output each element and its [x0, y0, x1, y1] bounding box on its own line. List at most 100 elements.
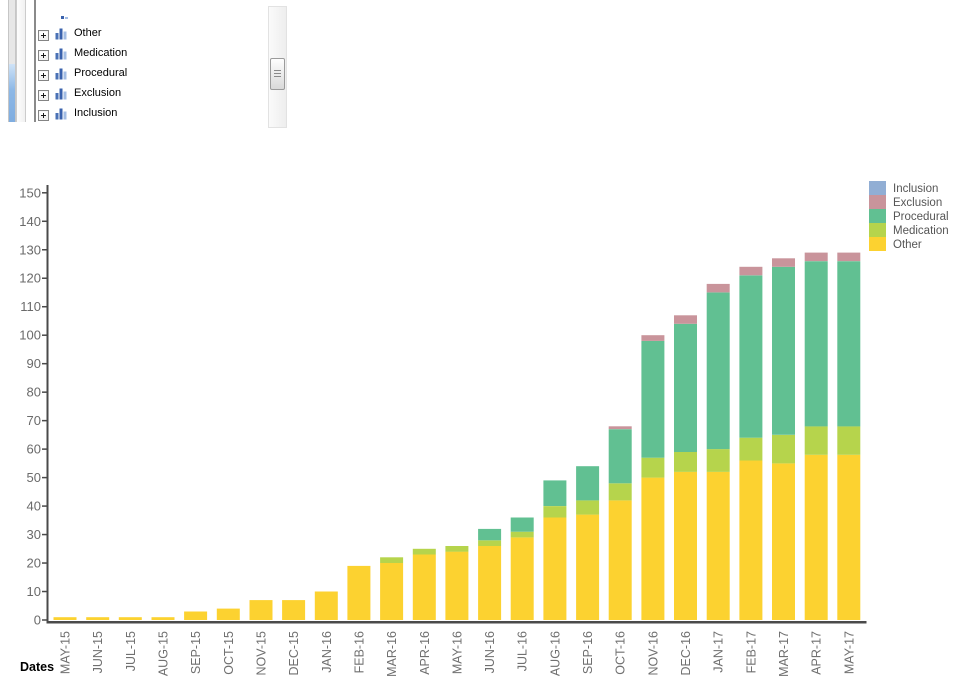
y-axis-line	[46, 185, 49, 623]
bar-segment-exclusion[interactable]	[608, 426, 632, 430]
bar-segment-exclusion[interactable]	[772, 258, 795, 267]
bar-segment-other[interactable]	[314, 591, 338, 621]
bar-segment-procedural[interactable]	[837, 261, 861, 427]
bar-segment-medication[interactable]	[641, 457, 665, 478]
bar-segment-exclusion[interactable]	[837, 252, 861, 262]
bar-segment-other[interactable]	[478, 546, 502, 620]
bar-segment-other[interactable]	[576, 514, 600, 620]
y-tick-label: 30	[27, 527, 41, 542]
y-tick-label: 120	[19, 271, 41, 286]
tree-item-label: Exclusion	[74, 87, 122, 99]
bar-segment-medication[interactable]	[478, 540, 502, 546]
bar-segment-other[interactable]	[380, 563, 404, 620]
bar-segment-medication[interactable]	[674, 452, 697, 472]
bar-segment-exclusion[interactable]	[641, 335, 665, 341]
tree-item-medication[interactable]: Medication	[36, 43, 127, 63]
bar-segment-other[interactable]	[151, 617, 175, 620]
bar-segment-exclusion[interactable]	[739, 266, 763, 276]
tree-item-exclusion[interactable]: Exclusion	[36, 83, 127, 103]
y-tick-label: 130	[19, 242, 41, 257]
bar-segment-medication[interactable]	[706, 449, 730, 472]
bar-segment-exclusion[interactable]	[804, 252, 828, 262]
bar-segment-procedural[interactable]	[706, 292, 730, 450]
grip-lines-icon	[274, 70, 281, 71]
y-tick-mark	[42, 476, 47, 479]
bar-segment-procedural[interactable]	[608, 429, 632, 484]
bar-segment-other[interactable]	[641, 477, 665, 620]
bar-segment-other[interactable]	[249, 600, 273, 620]
y-tick-mark	[42, 305, 47, 308]
vertical-scrollbar[interactable]	[268, 6, 287, 128]
tree-item-label: Medication	[74, 47, 128, 59]
bar-segment-other[interactable]	[412, 554, 436, 621]
bar-segment-other[interactable]	[347, 565, 371, 620]
bar-segment-procedural[interactable]	[804, 261, 828, 427]
x-tick-label: MAY-15	[59, 631, 73, 674]
y-tick-mark	[42, 562, 47, 564]
bar-segment-other[interactable]	[282, 600, 306, 620]
bar-segment-procedural[interactable]	[478, 528, 502, 541]
bar-segment-procedural[interactable]	[674, 323, 697, 452]
bar-segment-medication[interactable]	[804, 426, 828, 455]
bar-segment-other[interactable]	[706, 471, 730, 620]
bar-segment-other[interactable]	[86, 617, 110, 620]
plus-expander-icon[interactable]	[38, 48, 49, 61]
bar-segment-procedural[interactable]	[641, 340, 665, 458]
bar-segment-procedural[interactable]	[772, 266, 795, 435]
y-tick-mark	[42, 391, 47, 393]
bar-segment-exclusion[interactable]	[674, 315, 697, 324]
bar-segment-procedural[interactable]	[543, 480, 567, 506]
bar-segment-medication[interactable]	[543, 506, 567, 518]
bar-segment-medication[interactable]	[837, 426, 861, 455]
tree-panel-scrollbar[interactable]	[8, 0, 16, 122]
bar-segment-procedural[interactable]	[510, 517, 534, 532]
tree-item-other[interactable]: Other	[36, 23, 127, 43]
tree-item-procedural[interactable]: Procedural	[36, 63, 127, 83]
x-tick-label: JUL-15	[124, 631, 138, 671]
tree-item-inclusion[interactable]: Inclusion	[36, 103, 127, 123]
bar-segment-other[interactable]	[674, 471, 697, 620]
bar-segment-procedural[interactable]	[576, 466, 600, 501]
bar-segment-exclusion[interactable]	[706, 283, 730, 293]
bar-segment-medication[interactable]	[576, 500, 600, 515]
plus-expander-icon[interactable]	[38, 68, 49, 81]
bar-segment-other[interactable]	[184, 611, 208, 621]
x-tick-label: JUN-15	[91, 631, 105, 673]
bar-segment-medication[interactable]	[739, 437, 763, 461]
bar-segment-medication[interactable]	[445, 546, 469, 552]
tree-panel-scrollbar-thumb[interactable]	[9, 64, 15, 122]
bar-segment-medication[interactable]	[772, 434, 795, 464]
bar-segment-other[interactable]	[543, 517, 567, 621]
bar-segment-other[interactable]	[772, 463, 795, 620]
bar-segment-other[interactable]	[53, 617, 77, 620]
plus-expander-icon[interactable]	[38, 88, 49, 101]
x-tick-label: APR-16	[418, 631, 432, 675]
y-tick-label: 70	[27, 413, 41, 428]
plus-expander-icon[interactable]	[38, 28, 49, 41]
bar-segment-other[interactable]	[804, 454, 828, 620]
bar-segment-other[interactable]	[445, 551, 469, 620]
y-tick-mark	[42, 362, 47, 365]
splitter-track[interactable]	[16, 0, 26, 122]
x-tick-label: MAR-17	[777, 631, 791, 677]
vertical-scrollbar-thumb[interactable]	[270, 58, 285, 90]
legend-label: Inclusion	[893, 183, 938, 195]
bar-segment-medication[interactable]	[380, 557, 404, 563]
bar-segment-procedural[interactable]	[739, 275, 763, 438]
bar-segment-other[interactable]	[608, 500, 632, 620]
bar-segment-medication[interactable]	[510, 531, 534, 538]
bar-segment-medication[interactable]	[412, 548, 436, 555]
bar-segment-other[interactable]	[118, 617, 142, 620]
plus-expander-icon[interactable]	[38, 108, 49, 121]
bar-segment-other[interactable]	[837, 454, 861, 620]
legend-label: Other	[893, 239, 922, 251]
y-tick-mark	[42, 192, 47, 194]
bar-segment-other[interactable]	[510, 537, 534, 620]
bar-segment-other[interactable]	[216, 608, 240, 620]
x-tick-label: FEB-16	[352, 631, 366, 673]
y-tick-label: 50	[27, 470, 41, 485]
bar-segment-medication[interactable]	[608, 483, 632, 501]
bar-segment-other[interactable]	[739, 460, 763, 621]
bar-chart-icon	[55, 27, 68, 40]
x-tick-label: JAN-17	[712, 631, 726, 673]
